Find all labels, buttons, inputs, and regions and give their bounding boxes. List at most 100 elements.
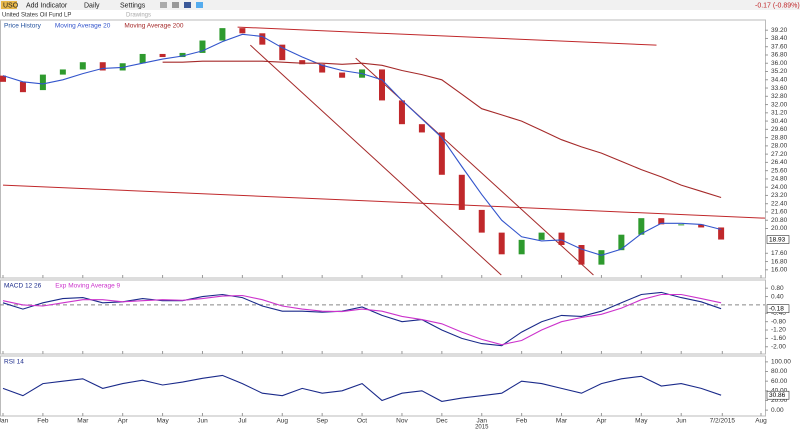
y-tick-label: -1.20 (771, 327, 786, 334)
y-tick-label: 27.20 (771, 151, 788, 158)
candle (159, 53, 166, 58)
last-value-label: 30.86 (769, 392, 786, 399)
last-value-tag (766, 304, 790, 313)
legend-entry: Moving Average 20 (55, 23, 111, 30)
last-value-tag (766, 390, 790, 400)
y-tick-label: 16.80 (771, 258, 788, 265)
y-tick-label: 37.60 (771, 43, 788, 50)
candle (398, 100, 405, 125)
pane-frame (0, 355, 766, 417)
candle (478, 209, 485, 233)
drawings[interactable]: Drawings (126, 13, 151, 19)
candle (638, 218, 645, 235)
candle (339, 72, 346, 78)
x-tick-label: Sep (316, 418, 328, 425)
pane-frame (0, 279, 766, 355)
x-tick-label: Feb (516, 418, 528, 425)
trendline (355, 57, 594, 276)
x-tick-label: Jun (676, 418, 687, 425)
print-icon[interactable] (160, 2, 167, 8)
y-tick-label: 35.20 (771, 68, 788, 75)
candle (618, 234, 625, 251)
candle (59, 69, 66, 75)
last-value-tag (766, 235, 790, 244)
twitter-icon[interactable] (196, 2, 203, 8)
y-tick-label: 26.40 (771, 159, 788, 166)
candle (179, 52, 186, 58)
y-tick-label: 100.00 (771, 359, 791, 366)
y-tick-label: 34.40 (771, 76, 788, 83)
candle (458, 174, 465, 210)
candle (698, 224, 705, 228)
last-value-label: 18.93 (769, 236, 786, 243)
interval[interactable]: Daily (84, 2, 100, 9)
y-tick-label: 32.80 (771, 93, 788, 100)
candle (79, 62, 86, 70)
candle (438, 132, 445, 175)
y-tick-label: 38.40 (771, 35, 788, 42)
candle (219, 28, 226, 41)
toolbar (0, 0, 800, 10)
legend-entry: MACD 12 26 (4, 283, 42, 290)
x-tick-label: Mar (77, 418, 89, 425)
symbol[interactable]: USO (3, 2, 19, 9)
y-tick-label: 80.00 (771, 368, 788, 375)
candle (418, 124, 425, 133)
y-tick-label: 25.60 (771, 167, 788, 174)
x-tick-label: May (156, 418, 169, 425)
candle (259, 33, 266, 45)
candle (498, 232, 505, 255)
y-tick-label: -2.00 (771, 343, 786, 350)
facebook-icon[interactable] (184, 2, 191, 8)
y-tick-label: 20.00 (771, 397, 788, 404)
candle (678, 224, 685, 226)
candle (538, 232, 545, 240)
x-tick-label: Dec (436, 418, 448, 425)
y-tick-label: 36.00 (771, 60, 788, 67)
series-line (2, 293, 722, 346)
subtitle: United States Oil Fund LP (2, 13, 71, 19)
legend-entry: RSI 14 (4, 359, 24, 366)
y-tick-label: 23.20 (771, 192, 788, 199)
y-tick-label: 36.80 (771, 52, 788, 59)
series-line (162, 60, 722, 199)
y-tick-label: 24.80 (771, 176, 788, 183)
last-value-label: -0.18 (769, 305, 784, 312)
x-tick-label: Nov (396, 418, 408, 425)
y-tick-label: 0.40 (771, 293, 784, 300)
y-tick-label: 24.00 (771, 184, 788, 191)
y-tick-label: 0.80 (771, 285, 784, 292)
trendline (250, 44, 502, 276)
y-tick-label: 29.60 (771, 126, 788, 133)
y-tick-label: 60.00 (771, 378, 788, 385)
y-tick-label: 20.80 (771, 217, 788, 224)
y-tick-label: 31.20 (771, 110, 788, 117)
candle (199, 40, 206, 53)
x-tick-label: Oct (357, 418, 367, 425)
candle (379, 69, 386, 101)
x-tick-label: Feb (37, 418, 49, 425)
y-tick-label: 17.60 (771, 250, 788, 257)
candle (718, 227, 725, 240)
candle (0, 75, 6, 82)
candle (658, 218, 665, 225)
candle (598, 250, 605, 265)
add-indicator[interactable]: Add Indicator (26, 2, 68, 9)
symbol-box[interactable] (1, 1, 17, 9)
y-tick-label: -1.60 (771, 335, 786, 342)
export-icon[interactable] (172, 2, 179, 8)
y-tick-label: 22.40 (771, 200, 788, 207)
settings[interactable]: Settings (120, 2, 146, 9)
year-label: 2015 (475, 425, 489, 429)
y-tick-label: 0.00 (771, 407, 784, 414)
candle (518, 239, 525, 255)
x-tick-label: Jul (238, 418, 247, 425)
candle (239, 28, 246, 34)
x-tick-label: Apr (118, 418, 129, 425)
y-tick-label: 21.60 (771, 209, 788, 216)
y-tick-label: -0.80 (771, 318, 786, 325)
candle (578, 245, 585, 265)
x-tick-label: 7/2/2015 (710, 418, 736, 425)
candle (319, 64, 326, 73)
y-tick-label: -0.40 (771, 310, 786, 317)
